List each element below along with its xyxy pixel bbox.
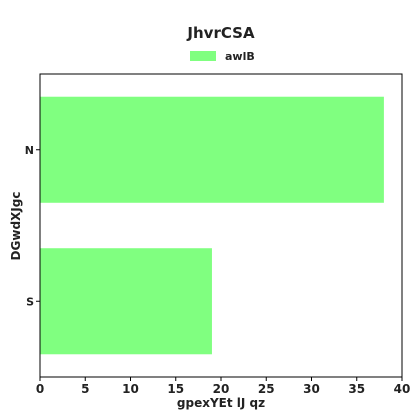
x-tick-label: 40 — [394, 382, 411, 396]
chart-title: JhvrCSA — [186, 24, 255, 42]
x-tick-label: 30 — [303, 382, 320, 396]
x-axis-label: gpexYEt lJ qz — [177, 396, 265, 410]
legend: awlB — [190, 50, 255, 63]
y-tick-label: S — [26, 295, 34, 308]
x-tick-label: 0 — [36, 382, 44, 396]
y-tick-label: N — [25, 144, 34, 157]
x-tick-label: 20 — [213, 382, 230, 396]
bar-N — [40, 96, 384, 203]
x-tick-label: 25 — [258, 382, 275, 396]
legend-swatch — [190, 51, 216, 61]
y-axis-ticks: NS — [25, 144, 40, 308]
legend-label: awlB — [225, 50, 255, 63]
y-axis-label: DGwdXJgc — [9, 192, 23, 261]
x-tick-label: 15 — [167, 382, 184, 396]
plot-frame — [39, 73, 403, 378]
bars-group — [40, 96, 384, 355]
bar-S — [40, 248, 212, 355]
x-tick-label: 5 — [81, 382, 89, 396]
x-tick-label: 35 — [348, 382, 365, 396]
x-axis-ticks: 0 5 10 15 20 25 30 35 40 — [36, 377, 411, 396]
x-tick-label: 10 — [122, 382, 139, 396]
